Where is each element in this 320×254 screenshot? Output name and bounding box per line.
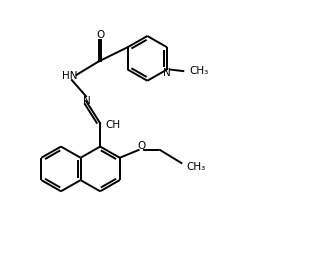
Text: CH₃: CH₃: [189, 66, 209, 76]
Text: CH₃: CH₃: [186, 162, 205, 172]
Text: O: O: [96, 30, 104, 40]
Text: O: O: [138, 141, 146, 151]
Text: N: N: [84, 96, 91, 106]
Text: N: N: [163, 68, 171, 78]
Text: HN: HN: [61, 71, 77, 81]
Text: CH: CH: [105, 120, 120, 130]
